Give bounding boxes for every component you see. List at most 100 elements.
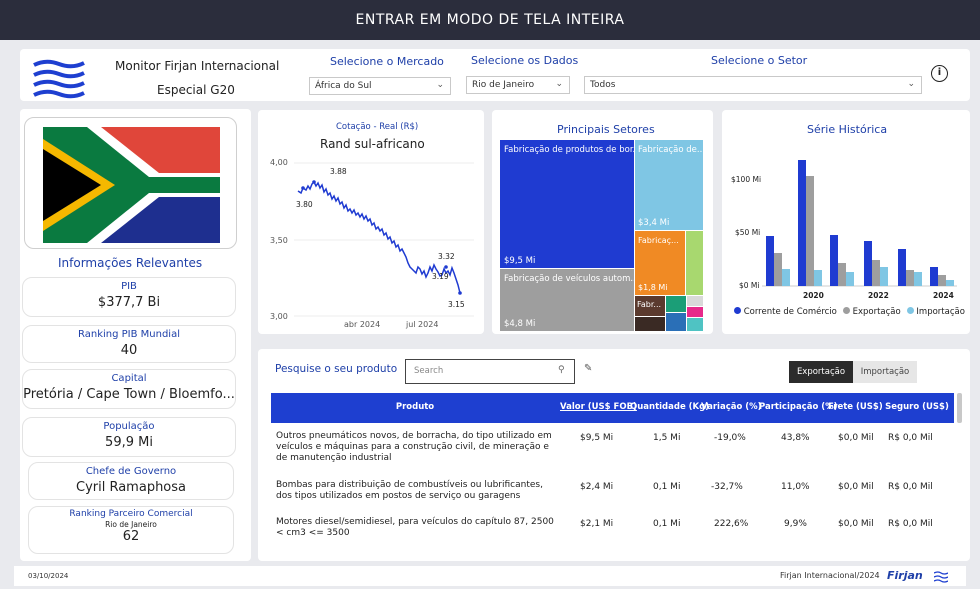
search-icon: ⚲ [558, 365, 565, 375]
dados-value: Rio de Janeiro [472, 80, 535, 90]
chevron-down-icon: ⌄ [907, 79, 915, 89]
col-produto[interactable]: Produto [395, 402, 435, 412]
table-row[interactable]: Motores diesel/semidiesel, para veículos… [271, 517, 954, 547]
info-populacao: População 59,9 Mi [22, 417, 236, 457]
info-title: Ranking PIB Mundial [78, 329, 180, 340]
cell-var: 222,6% [714, 519, 749, 529]
treemap-card: Principais Setores Fabricação de produto… [492, 110, 713, 334]
legend-item[interactable]: Exportação [842, 307, 901, 317]
dados-dropdown[interactable]: Rio de Janeiro ⌄ [466, 76, 570, 94]
treemap-cell[interactable]: Fabricação de produtos de bor... $9,5 Mi [500, 140, 641, 268]
info-chefe-governo: Chefe de Governo Cyril Ramaphosa [28, 462, 234, 500]
info-subtitle: Rio de Janeiro [105, 520, 157, 529]
info-value: 62 [122, 529, 140, 544]
tab-importacao[interactable]: Importação [853, 361, 917, 383]
setor-dropdown[interactable]: Todos ⌄ [584, 76, 922, 94]
table-row[interactable]: Bombas para distribuição de combustíveis… [271, 480, 954, 510]
x-tick: 2024 [933, 291, 954, 300]
cell-seguro: R$ 0,0 Mil [888, 433, 933, 443]
cell-name: Fabricação de... [638, 145, 702, 155]
legend-item[interactable]: Importação [906, 307, 965, 317]
country-flag [24, 117, 237, 249]
cell-name: Fabricação de produtos de bor... [504, 145, 641, 155]
info-ranking-parceiro: Ranking Parceiro Comercial Rio de Janeir… [28, 506, 234, 554]
annotation: 3.19 [432, 272, 449, 281]
cell-frete: $0,0 Mil [838, 482, 874, 492]
x-tick: 2022 [868, 291, 889, 300]
fullscreen-label: ENTRAR EM MODO DE TELA INTEIRA [355, 12, 625, 28]
cell-value: $1,8 Mi [638, 283, 668, 292]
cell-produto: Motores diesel/semidiesel, para veículos… [276, 517, 554, 538]
info-capital: Capital Pretória / Cape Town / Bloemfo..… [22, 369, 236, 409]
search-label: Pesquise o seu produto [275, 363, 398, 375]
chart-title: Principais Setores [557, 123, 655, 136]
treemap-cell[interactable] [666, 313, 686, 331]
col-frete[interactable]: Frete (US$) [828, 402, 883, 412]
cell-name: Fabricaç... [638, 236, 679, 245]
col-valor[interactable]: Valor (US$ FOB) [560, 402, 637, 412]
treemap-cell[interactable]: Fabricação de veículos autom... $4,8 Mi [500, 269, 638, 331]
cell-produto: Bombas para distribuição de combustíveis… [276, 480, 543, 501]
table-scrollbar[interactable] [957, 393, 962, 423]
footer-date: 03/10/2024 [28, 572, 69, 580]
annotation: 3.88 [330, 167, 347, 176]
treemap-cell[interactable]: Fabricação de... $3,4 Mi [635, 140, 703, 230]
cell-qtd: 0,1 Mi [653, 519, 681, 529]
setor-label: Selecione o Setor [711, 54, 808, 67]
currency-chart-card: Cotação - Real (R$) Rand sul-africano 4,… [258, 110, 484, 334]
info-icon[interactable]: i [931, 65, 948, 82]
search-placeholder: Search [414, 366, 444, 376]
cell-name: Fabricação de veículos autom... [504, 274, 639, 284]
legend-item[interactable]: Corrente de Comércio [734, 307, 837, 317]
cell-name: Fabr... [637, 300, 662, 309]
info-value: $377,7 Bi [97, 295, 161, 310]
header-panel: Monitor Firjan Internacional Especial G2… [20, 49, 970, 101]
treemap-cell[interactable] [666, 296, 686, 312]
treemap-cell[interactable] [687, 318, 703, 331]
info-title: PIB [121, 281, 137, 292]
y-tick: $0 Mi [739, 281, 760, 290]
chevron-down-icon: ⌄ [555, 79, 563, 89]
chart-legend: Corrente de Comércio Exportação Importaç… [734, 307, 965, 317]
app-subtitle: Especial G20 [157, 83, 235, 97]
treemap-cell[interactable]: Fabricaç... $1,8 Mi [635, 231, 685, 295]
cell-seguro: R$ 0,0 Mil [888, 482, 933, 492]
col-participacao[interactable]: Participação (%) [759, 402, 838, 412]
treemap-cell[interactable] [687, 296, 703, 306]
info-value: 40 [120, 343, 138, 358]
info-value: 59,9 Mi [105, 435, 153, 450]
footer-bar: 03/10/2024 Firjan Internacional/2024 Fir… [14, 566, 966, 586]
cell-part: 11,0% [781, 482, 810, 492]
col-seguro[interactable]: Seguro (US$) [885, 402, 949, 412]
cell-frete: $0,0 Mil [838, 433, 874, 443]
x-tick: 2020 [803, 291, 824, 300]
fullscreen-button[interactable]: ENTRAR EM MODO DE TELA INTEIRA [0, 0, 980, 40]
cell-value: $9,5 Mi [504, 256, 536, 266]
products-card: Pesquise o seu produto Search ⚲ ✎ Export… [258, 349, 970, 561]
col-quantidade[interactable]: Quantidade (Kg) [630, 402, 710, 412]
treemap-cell[interactable] [687, 307, 703, 317]
footer-source: Firjan Internacional/2024 [780, 571, 880, 580]
info-pib: PIB $377,7 Bi [22, 277, 236, 317]
x-tick: jul 2024 [406, 320, 439, 329]
eraser-icon[interactable]: ✎ [584, 363, 593, 374]
treemap-cell[interactable]: Fabr... [635, 296, 665, 316]
cell-seguro: R$ 0,0 Mil [888, 519, 933, 529]
treemap-cell[interactable] [635, 317, 665, 331]
firjan-logo: Firjan [887, 569, 923, 582]
x-tick: abr 2024 [344, 320, 381, 329]
table-row[interactable]: Outros pneumáticos novos, de borracha, d… [271, 431, 954, 471]
cell-qtd: 0,1 Mi [653, 482, 681, 492]
y-tick: $100 Mi [731, 175, 762, 184]
tab-exportacao[interactable]: Exportação [789, 361, 853, 383]
cell-part: 43,8% [781, 433, 810, 443]
info-title: Ranking Parceiro Comercial [69, 509, 193, 519]
cell-value: $3,4 Mi [638, 218, 670, 228]
mercado-dropdown[interactable]: África do Sul ⌄ [309, 77, 451, 95]
col-variacao[interactable]: Variação (%) [701, 402, 762, 412]
setor-value: Todos [590, 80, 616, 90]
search-input[interactable]: Search ⚲ [405, 359, 575, 384]
info-title: Chefe de Governo [85, 466, 177, 477]
treemap-cell[interactable] [686, 231, 703, 295]
y-tick: 4,00 [270, 158, 288, 167]
